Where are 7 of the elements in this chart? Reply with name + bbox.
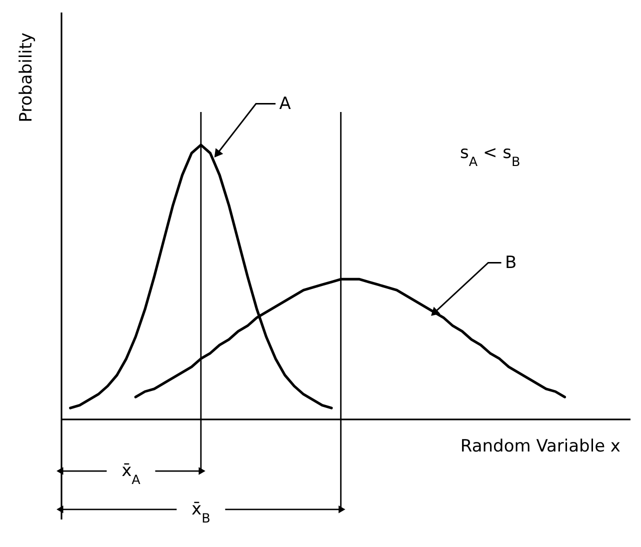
annotation: s$_{A}$ < s$_{B}$	[460, 143, 520, 170]
text: x̄$_{B}$	[192, 499, 210, 526]
text: A	[279, 94, 292, 114]
text: B	[505, 252, 517, 273]
text: x̄$_{A}$	[122, 461, 141, 488]
x-axis-title: Random Variable x	[460, 436, 620, 456]
y-axis-title: Probability	[16, 32, 36, 122]
